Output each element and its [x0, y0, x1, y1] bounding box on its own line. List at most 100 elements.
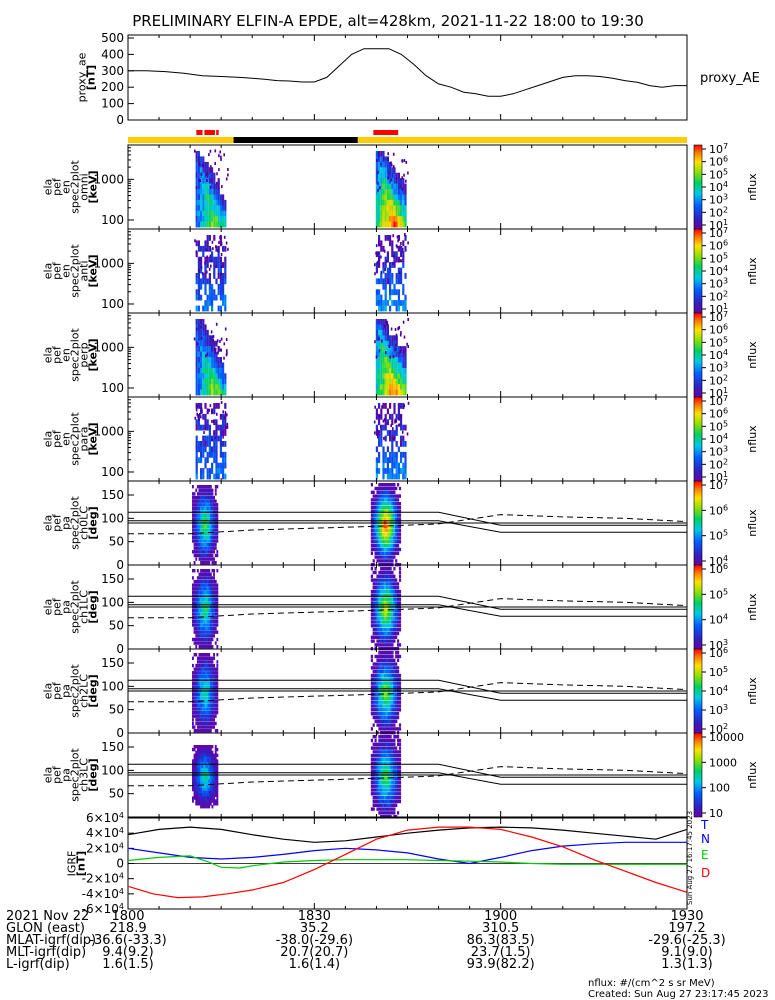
spectrogram-pixel — [213, 785, 215, 789]
spectrogram-pixel — [195, 612, 198, 616]
spectrogram-pixel — [389, 708, 392, 712]
spectrogram-pixel — [397, 528, 400, 533]
spectrogram-pixel — [402, 367, 405, 374]
superscript: 6 — [723, 562, 728, 571]
spectrogram-pixel — [206, 408, 209, 415]
spectrogram-pixel — [389, 612, 392, 617]
spectrogram-pixel — [393, 792, 396, 796]
spectrogram-pixel — [200, 579, 202, 584]
colorbar-tick-label: 107 — [709, 142, 728, 157]
spectrogram-pixel — [208, 667, 211, 671]
spectrogram-pixel — [385, 685, 388, 689]
spectrogram-pixel — [197, 446, 200, 453]
spectrogram-pixel — [196, 528, 199, 532]
spectrogram-pixel — [394, 420, 396, 424]
spectrogram-pixel — [195, 457, 198, 464]
spectrogram-pixel — [208, 776, 211, 780]
colorbar-title-text: nflux — [746, 593, 759, 621]
spectrogram-pixel — [192, 799, 194, 803]
spectrogram-pixel — [387, 723, 390, 727]
spectrogram-pixel — [213, 503, 215, 507]
spectrogram-pixel — [382, 340, 385, 347]
spectrogram-pixel — [209, 637, 212, 642]
spectrogram-pixel — [214, 767, 217, 772]
spectrogram-pixel — [385, 712, 388, 716]
spectrogram-pixel — [382, 570, 385, 575]
spectrogram-pixel — [215, 473, 218, 480]
spectrogram-pixel — [382, 324, 385, 331]
spectrogram-pixel — [375, 189, 378, 195]
spectrogram-pixel — [203, 782, 206, 786]
spectrogram-pixel — [214, 671, 217, 675]
spectrogram-pixel — [393, 612, 396, 617]
spectrogram-pixel — [382, 757, 385, 762]
spectrogram-pixel — [225, 353, 228, 357]
spectrogram-pixel — [397, 210, 400, 217]
spectrogram-pixel — [400, 373, 403, 380]
spectrogram-pixel — [395, 624, 398, 628]
spectrogram-pixel — [389, 624, 392, 628]
spectrogram-pixel — [370, 681, 373, 685]
spectrogram-pixel — [200, 616, 202, 620]
spectrogram-pixel — [397, 403, 400, 409]
spectrogram-pixel — [382, 483, 385, 487]
spectrogram-pixel — [201, 747, 204, 752]
spectrogram-pixel — [393, 300, 396, 306]
spectrogram-pixel — [216, 753, 219, 757]
spectrogram-pixel — [193, 790, 196, 795]
spectrogram-pixel — [380, 765, 383, 769]
spectrogram-pixel — [201, 745, 204, 749]
spectrogram-pixel — [398, 727, 402, 731]
orbit-row-value: 1800 — [111, 909, 144, 924]
spectrogram-pixel — [384, 419, 387, 426]
spectrogram-pixel — [200, 183, 203, 190]
spectrogram-pixel — [205, 685, 207, 689]
superscript: 1 — [723, 218, 728, 227]
spectrogram-pixel — [192, 674, 194, 679]
spectrogram-pixel — [385, 692, 388, 697]
spectrogram-pixel — [213, 235, 216, 241]
spectrogram-pixel — [398, 681, 402, 685]
spectrogram-pixel — [389, 799, 392, 804]
spectrogram-pixel — [206, 457, 209, 464]
orbit-row-value: -38.0(-29.6) — [276, 933, 353, 948]
spectrogram-pixel — [397, 551, 400, 555]
spectrogram-pixel — [370, 513, 373, 517]
spectrogram-pixel — [197, 210, 200, 217]
spectrogram-pixel — [195, 674, 198, 679]
spectrogram-pixel — [205, 590, 207, 595]
spectrogram-pixel — [387, 651, 390, 655]
spectrogram-pixel — [380, 517, 383, 521]
spectrogram-pixel — [195, 790, 198, 795]
spectrogram-pixel — [193, 532, 196, 536]
spectrogram-pixel — [382, 708, 385, 712]
spectrogram-pixel — [195, 782, 198, 786]
spectrogram-pixel — [391, 708, 394, 712]
spectrogram-pixel — [393, 582, 396, 586]
spectrogram-pixel — [214, 485, 217, 489]
spectrogram-pixel — [391, 666, 394, 670]
spectrogram-pixel — [383, 639, 387, 643]
spectrogram-pixel — [391, 346, 394, 352]
spectrogram-pixel — [380, 183, 383, 190]
spectrogram-pixel — [200, 517, 202, 521]
spectrogram-pixel — [195, 796, 198, 800]
spectrogram-pixel — [395, 199, 398, 206]
spectrogram-pixel — [382, 389, 385, 396]
spectrogram-pixel — [214, 750, 217, 755]
spectrogram-pixel — [195, 324, 198, 331]
spectrogram-pixel — [211, 419, 213, 423]
spectrogram-pixel — [384, 468, 387, 474]
spectrogram-pixel — [404, 389, 407, 396]
spectrogram-pixel — [206, 653, 209, 657]
spectrogram-pixel — [192, 682, 194, 686]
spectrogram-pixel — [208, 641, 211, 645]
spectrogram-pixel — [204, 210, 207, 217]
spectrogram-pixel — [389, 597, 392, 601]
spectrogram-pixel — [216, 623, 219, 627]
spectrogram-pixel — [382, 807, 385, 811]
spectrogram-pixel — [402, 216, 405, 222]
spectrogram-pixel — [214, 714, 217, 718]
spectrogram-pixel — [372, 513, 375, 517]
spectrogram-pixel — [385, 780, 388, 785]
